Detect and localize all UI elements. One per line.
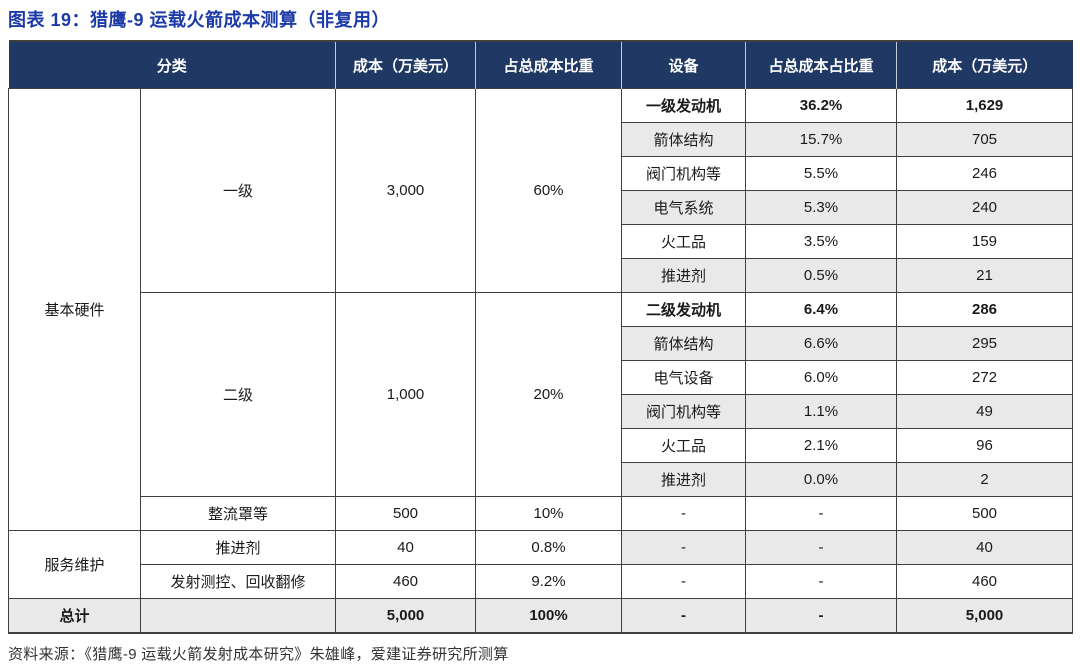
cost-cell: 3,000 <box>335 88 477 293</box>
device-share-cell: 36.2% <box>745 88 898 123</box>
share-cell: 0.8% <box>475 530 623 565</box>
device-share-cell: 5.5% <box>745 156 898 191</box>
device-share-cell: 0.0% <box>745 462 898 497</box>
table-row: 二级 1,000 20% 二级发动机 6.4% 286 <box>9 292 1074 497</box>
device-share-cell: - <box>745 530 898 565</box>
device-share-cell: 2.1% <box>745 428 898 463</box>
device-share-cell: 6.4% <box>745 292 898 327</box>
device-cell: - <box>621 598 747 634</box>
table-row: 箭体结构 15.7% 705 <box>9 122 1074 157</box>
device-cell: 火工品 <box>621 428 747 463</box>
device-cost-cell: 272 <box>896 360 1074 395</box>
device-cost-cell: 5,000 <box>896 598 1074 634</box>
category-cell: 整流罩等 <box>139 496 337 531</box>
page-title: 图表 19：猎鹰-9 运载火箭成本测算（非复用） <box>8 10 391 30</box>
device-cell: 阀门机构等 <box>621 156 747 191</box>
device-cost-cell: 286 <box>896 292 1074 327</box>
device-cost-cell: 2 <box>896 462 1074 497</box>
device-share-cell: 6.0% <box>745 360 898 395</box>
table-row: 火工品 3.5% 159 <box>9 224 1074 259</box>
table-row: 阀门机构等 1.1% 49 <box>9 394 1074 429</box>
device-cell: - <box>621 496 747 531</box>
device-cost-cell: 49 <box>896 394 1074 429</box>
share-cell: 9.2% <box>475 564 623 599</box>
device-cell: 一级发动机 <box>621 88 747 123</box>
device-cost-cell: 705 <box>896 122 1074 157</box>
col-header-device: 设备 <box>621 41 746 89</box>
col-header-cost: 成本（万美元） <box>335 41 476 89</box>
device-share-cell: 0.5% <box>745 258 898 293</box>
cost-cell: 1,000 <box>335 292 477 497</box>
device-cost-cell: 246 <box>896 156 1074 191</box>
table-row: 发射测控、回收翻修 460 9.2% - - 460 <box>9 564 1074 599</box>
device-share-cell: - <box>745 598 898 634</box>
group-cell-basic-hardware: 基本硬件 <box>8 88 141 531</box>
col-header-category: 分类 <box>8 41 336 89</box>
total-cost-cell: 5,000 <box>335 598 477 634</box>
total-empty-cell <box>139 598 337 634</box>
device-cell: 火工品 <box>621 224 747 259</box>
device-cell: 推进剂 <box>621 462 747 497</box>
device-cost-cell: 1,629 <box>896 88 1074 123</box>
total-label-cell: 总计 <box>8 598 141 634</box>
device-cell: 箭体结构 <box>621 122 747 157</box>
device-cost-cell: 240 <box>896 190 1074 225</box>
device-cell: 二级发动机 <box>621 292 747 327</box>
cost-cell: 40 <box>335 530 477 565</box>
category-cell: 二级 <box>139 292 337 497</box>
header-row: 分类 成本（万美元） 占总成本比重 设备 占总成本占比重 成本（万美元） <box>8 41 1073 89</box>
cost-cell: 460 <box>335 564 477 599</box>
category-cell: 推进剂 <box>139 530 337 565</box>
col-header-device-share: 占总成本占比重 <box>745 41 897 89</box>
device-cost-cell: 460 <box>896 564 1074 599</box>
device-cost-cell: 500 <box>896 496 1074 531</box>
device-cell: - <box>621 530 747 565</box>
share-cell: 60% <box>475 88 623 293</box>
table-row: 推进剂 0.5% 21 <box>9 258 1074 293</box>
device-share-cell: - <box>745 496 898 531</box>
device-cost-cell: 159 <box>896 224 1074 259</box>
table-row: 服务维护 推进剂 40 0.8% - - 40 <box>8 530 1074 599</box>
device-share-cell: - <box>745 564 898 599</box>
col-header-device-cost: 成本（万美元） <box>896 41 1073 89</box>
category-cell: 一级 <box>139 88 337 293</box>
device-cost-cell: 295 <box>896 326 1074 361</box>
table-row: 电气设备 6.0% 272 <box>9 360 1074 395</box>
device-cell: 箭体结构 <box>621 326 747 361</box>
share-cell: 20% <box>475 292 623 497</box>
device-share-cell: 1.1% <box>745 394 898 429</box>
table-row: 火工品 2.1% 96 <box>9 428 1074 463</box>
cost-cell: 500 <box>335 496 477 531</box>
col-header-share: 占总成本比重 <box>475 41 622 89</box>
device-share-cell: 15.7% <box>745 122 898 157</box>
device-cell: - <box>621 564 747 599</box>
table-row: 基本硬件 一级 3,000 60% 一级发动机 36.2% 1,629 <box>8 88 1074 531</box>
device-share-cell: 5.3% <box>745 190 898 225</box>
share-cell: 10% <box>475 496 623 531</box>
total-row: 总计 5,000 100% - - 5,000 <box>8 598 1074 634</box>
device-cost-cell: 21 <box>896 258 1074 293</box>
device-cost-cell: 40 <box>896 530 1074 565</box>
cost-table: 分类 成本（万美元） 占总成本比重 设备 占总成本占比重 成本（万美元） 基本硬… <box>8 40 1074 634</box>
total-share-cell: 100% <box>475 598 623 634</box>
device-cell: 推进剂 <box>621 258 747 293</box>
device-cost-cell: 96 <box>896 428 1074 463</box>
device-cell: 阀门机构等 <box>621 394 747 429</box>
source-note: 资料来源：《猎鹰-9 运载火箭发射成本研究》朱雄峰，爱建证券研究所测算 <box>8 646 509 663</box>
device-share-cell: 6.6% <box>745 326 898 361</box>
table-row: 阀门机构等 5.5% 246 <box>9 156 1074 191</box>
table-row: 整流罩等 500 10% - - 500 <box>9 496 1074 531</box>
device-cell: 电气设备 <box>621 360 747 395</box>
category-cell: 发射测控、回收翻修 <box>139 564 337 599</box>
device-share-cell: 3.5% <box>745 224 898 259</box>
table-row: 电气系统 5.3% 240 <box>9 190 1074 225</box>
group-cell-service-maintenance: 服务维护 <box>8 530 141 599</box>
device-cell: 电气系统 <box>621 190 747 225</box>
